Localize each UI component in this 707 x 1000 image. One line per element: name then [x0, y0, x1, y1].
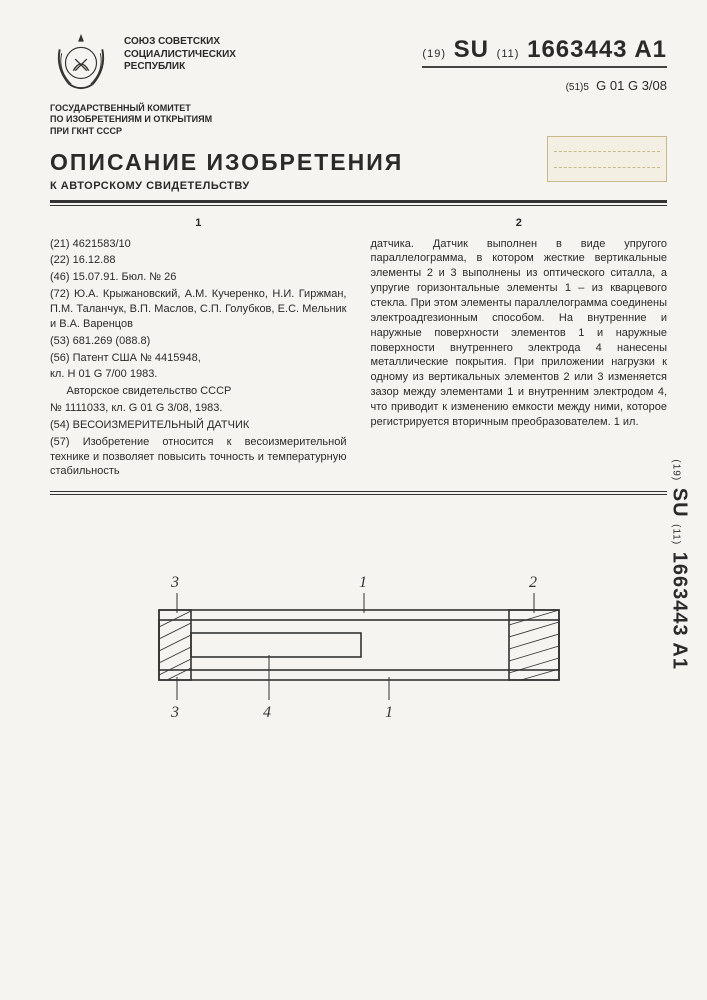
- divider-thin-mid2: [50, 494, 667, 495]
- field-56-c: Авторское свидетельство СССР: [50, 384, 347, 399]
- issuer-line3: РЕСПУБЛИК: [124, 61, 236, 74]
- ipc-line: (51)5 G 01 G 3/08: [422, 78, 667, 93]
- column-left: 1 (21) 4621583/10 (22) 16.12.88 (46) 15.…: [50, 216, 347, 482]
- column-number-right: 2: [371, 216, 668, 231]
- figure-label-3-top: 3: [170, 574, 179, 591]
- field-46: (46) 15.07.91. Бюл. № 26: [50, 270, 347, 285]
- committee-line1: ГОСУДАРСТВЕННЫЙ КОМИТЕТ: [50, 103, 667, 114]
- field-57-lead: (57) Изобретение относится к весоизмерит…: [50, 435, 347, 480]
- field-56-a: (56) Патент США № 4415948,: [50, 351, 347, 366]
- publication-code-block: (19) SU (11) 1663443 A1 (51)5 G 01 G 3/0…: [422, 30, 667, 93]
- side-code-19-label: (19): [671, 459, 682, 481]
- header-row: СОЮЗ СОВЕТСКИХ СОЦИАЛИСТИЧЕСКИХ РЕСПУБЛИ…: [50, 30, 667, 95]
- field-72: (72) Ю.А. Крыжановский, А.М. Кучеренко, …: [50, 287, 347, 332]
- side-code-11-label: (11): [671, 524, 682, 545]
- issuer-line2: СОЦИАЛИСТИЧЕСКИХ: [124, 49, 236, 62]
- field-56-d: № 1111033, кл. G 01 G 3/08, 1983.: [50, 401, 347, 416]
- issuer-name: СОЮЗ СОВЕТСКИХ СОЦИАЛИСТИЧЕСКИХ РЕСПУБЛИ…: [124, 30, 236, 74]
- kind-code: A1: [634, 36, 667, 63]
- field-56-b: кл. H 01 G 7/00 1983.: [50, 367, 347, 382]
- publication-number: (19) SU (11) 1663443 A1: [422, 36, 667, 68]
- column-right: 2 датчика. Датчик выполнен в виде упруго…: [371, 216, 668, 482]
- divider-thin-mid1: [50, 491, 667, 492]
- figure: 3 1 2 3 4 1: [50, 555, 667, 725]
- figure-label-1-bot: 1: [385, 704, 393, 721]
- country-code: SU: [454, 36, 489, 63]
- figure-label-1-top: 1: [359, 574, 367, 591]
- column-number-left: 1: [50, 216, 347, 231]
- code-51-label: (51)5: [566, 82, 589, 93]
- field-53: (53) 681.269 (088.8): [50, 334, 347, 349]
- committee-line2: ПО ИЗОБРЕТЕНИЯМ И ОТКРЫТИЯМ: [50, 114, 667, 125]
- side-publication-number: (19) SU (11) 1663443 A1: [668, 459, 691, 670]
- divider-thin-top: [50, 205, 667, 206]
- divider-heavy: [50, 200, 667, 203]
- committee-name: ГОСУДАРСТВЕННЫЙ КОМИТЕТ ПО ИЗОБРЕТЕНИЯМ …: [50, 103, 667, 137]
- side-country-code: SU: [669, 488, 691, 518]
- field-21: (21) 4621583/10: [50, 237, 347, 252]
- field-54: (54) ВЕСОИЗМЕРИТЕЛЬНЫЙ ДАТЧИК: [50, 418, 347, 433]
- text-columns: 1 (21) 4621583/10 (22) 16.12.88 (46) 15.…: [50, 216, 667, 482]
- side-doc-number: 1663443: [669, 552, 691, 637]
- abstract-continued: датчика. Датчик выполнен в виде упругого…: [371, 237, 668, 430]
- figure-svg: 3 1 2 3 4 1: [129, 555, 589, 725]
- figure-label-2: 2: [529, 574, 537, 591]
- registration-stamp: [547, 136, 667, 182]
- code-19-label: (19): [422, 48, 446, 60]
- figure-label-4: 4: [263, 704, 271, 721]
- doc-number: 1663443: [527, 36, 627, 63]
- code-11-label: (11): [497, 48, 520, 60]
- side-kind-code: A1: [669, 642, 691, 670]
- ipc-code: G 01 G 3/08: [596, 78, 667, 93]
- ussr-emblem-icon: [50, 30, 112, 95]
- issuer-line1: СОЮЗ СОВЕТСКИХ: [124, 36, 236, 49]
- figure-label-3-bot: 3: [170, 704, 179, 721]
- field-22: (22) 16.12.88: [50, 253, 347, 268]
